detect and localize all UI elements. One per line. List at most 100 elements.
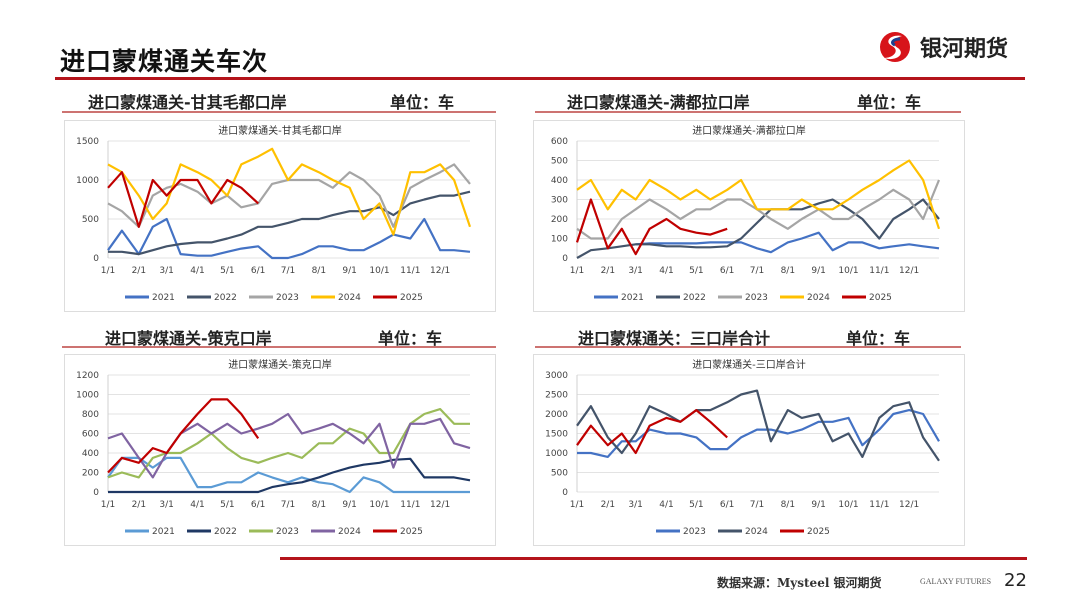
x-tick-label: 4/1 — [190, 266, 204, 276]
x-tick-label: 1/1 — [101, 500, 115, 510]
chart-title: 进口蒙煤通关-三口岸合计 — [692, 358, 806, 371]
x-tick-label: 4/1 — [190, 500, 204, 510]
x-tick-label: 8/1 — [312, 266, 326, 276]
x-tick-label: 8/1 — [781, 500, 795, 510]
x-tick-label: 2/1 — [132, 266, 146, 276]
x-tick-label: 10/1 — [369, 266, 389, 276]
x-tick-label: 12/1 — [899, 266, 919, 276]
series-line-2021 — [635, 231, 940, 254]
x-tick-label: 8/1 — [312, 500, 326, 510]
y-tick-label: 1000 — [545, 449, 568, 459]
legend-label: 2025 — [807, 527, 830, 537]
legend-label: 2023 — [276, 293, 299, 303]
x-tick-label: 2/1 — [601, 266, 615, 276]
x-tick-label: 10/1 — [838, 500, 858, 510]
x-tick-label: 9/1 — [342, 266, 356, 276]
series-line-2021 — [107, 456, 470, 494]
y-tick-label: 2500 — [545, 391, 568, 401]
legend-label: 2025 — [400, 527, 423, 537]
y-tick-label: 0 — [562, 488, 568, 498]
legend-label: 2021 — [152, 527, 175, 537]
y-tick-label: 3000 — [545, 371, 568, 381]
chart-ganqimaodu: 进口蒙煤通关-甘其毛都口岸 0 500 1000 1500 1/1 2/1 3/1 4/1 5/1… — [64, 120, 496, 312]
section-unit-ceke: 单位：车 — [378, 329, 443, 348]
x-tick-label: 1/1 — [101, 266, 115, 276]
page-title: 进口蒙煤通关车次 — [60, 47, 269, 76]
y-tick-label: 1000 — [76, 391, 99, 401]
chart-title: 进口蒙煤通关-甘其毛都口岸 — [218, 124, 342, 137]
series-line-2023 — [577, 409, 940, 458]
y-tick-label: 0 — [93, 488, 99, 498]
chart-mandula: 进口蒙煤通关-满都拉口岸 0 100 200 300 400 500 600 1/1 2/1 3/1… — [533, 120, 965, 312]
x-tick-label: 3/1 — [628, 500, 642, 510]
legend-label: 2022 — [214, 527, 237, 537]
legend-label: 2021 — [621, 293, 644, 303]
y-tick-label: 600 — [82, 430, 99, 440]
y-tick-label: 600 — [551, 137, 568, 147]
x-tick-label: 7/1 — [750, 266, 764, 276]
x-tick-label: 6/1 — [251, 500, 265, 510]
x-tick-label: 5/1 — [220, 500, 234, 510]
chart-total: 进口蒙煤通关-三口岸合计 0 500 1000 1500 2000 2500 3000 1/1 2… — [533, 354, 965, 546]
legend-label: 2025 — [400, 293, 423, 303]
section-divider — [62, 346, 496, 348]
x-tick-label: 2/1 — [132, 500, 146, 510]
logo: 银河期货 — [876, 30, 1008, 64]
legend-label: 2023 — [745, 293, 768, 303]
x-tick-label: 9/1 — [811, 500, 825, 510]
x-tick-label: 11/1 — [400, 500, 420, 510]
section-unit-mandula: 单位：车 — [857, 93, 922, 112]
x-tick-label: 9/1 — [342, 500, 356, 510]
series-line-2025 — [107, 398, 260, 474]
series-line-2025 — [576, 409, 728, 455]
series-line-2022 — [576, 198, 940, 259]
footer-divider — [280, 557, 1027, 560]
section-title-ceke: 进口蒙煤通关-策克口岸 — [105, 329, 272, 348]
section-divider — [62, 111, 496, 113]
x-tick-label: 1/1 — [570, 500, 584, 510]
legend-label: 2021 — [152, 293, 175, 303]
y-tick-label: 500 — [82, 215, 99, 225]
x-tick-label: 5/1 — [220, 266, 234, 276]
data-source: 数据来源：Mysteel 银河期货 — [717, 576, 882, 590]
y-tick-label: 800 — [82, 410, 99, 420]
galaxy-logo-icon — [880, 32, 910, 62]
series-line-2021 — [107, 217, 471, 260]
x-tick-label: 12/1 — [430, 500, 450, 510]
x-tick-label: 7/1 — [750, 500, 764, 510]
x-tick-label: 10/1 — [838, 266, 858, 276]
series-line-2024 — [576, 159, 941, 230]
header-divider — [55, 77, 1025, 80]
y-tick-label: 0 — [93, 254, 99, 264]
x-tick-label: 1/1 — [570, 266, 584, 276]
x-tick-label: 5/1 — [689, 266, 703, 276]
y-tick-label: 400 — [551, 176, 568, 186]
section-title-total: 进口蒙煤通关：三口岸合计 — [578, 329, 771, 348]
y-tick-label: 200 — [551, 215, 568, 225]
section-unit-total: 单位：车 — [846, 329, 911, 348]
section-title-mandula: 进口蒙煤通关-满都拉口岸 — [567, 93, 750, 112]
legend-label: 2024 — [338, 527, 361, 537]
series-line-2024 — [107, 412, 471, 479]
y-tick-label: 500 — [551, 469, 568, 479]
legend-label: 2024 — [745, 527, 768, 537]
footer-brand: GALAXY FUTURES — [920, 577, 992, 586]
x-tick-label: 6/1 — [251, 266, 265, 276]
y-tick-label: 200 — [82, 469, 99, 479]
legend-label: 2023 — [276, 527, 299, 537]
legend-label: 2022 — [683, 293, 706, 303]
x-tick-label: 7/1 — [281, 500, 295, 510]
chart-ceke: 进口蒙煤通关-策克口岸 0 200 400 600 800 1000 1200 1/1 2/1 3/… — [64, 354, 496, 546]
y-tick-label: 1000 — [76, 176, 99, 186]
x-tick-label: 3/1 — [159, 266, 173, 276]
x-tick-label: 3/1 — [628, 266, 642, 276]
series-line-2023 — [107, 163, 471, 228]
chart-title: 进口蒙煤通关-满都拉口岸 — [692, 124, 806, 137]
y-tick-label: 100 — [551, 235, 568, 245]
series-line-2022 — [108, 457, 471, 494]
x-tick-label: 4/1 — [659, 266, 673, 276]
x-tick-label: 12/1 — [899, 500, 919, 510]
y-tick-label: 1500 — [545, 430, 568, 440]
x-tick-label: 4/1 — [659, 500, 673, 510]
x-tick-label: 3/1 — [159, 500, 173, 510]
